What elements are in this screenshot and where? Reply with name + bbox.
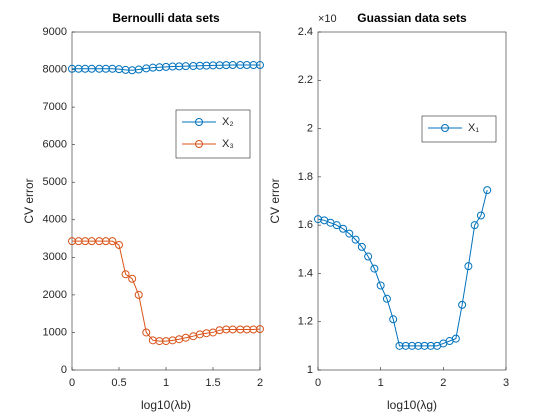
data-point xyxy=(339,224,348,233)
axes-background xyxy=(317,31,507,371)
x-tick-label: 0 xyxy=(315,377,321,389)
data-point xyxy=(134,290,143,299)
data-point xyxy=(256,325,264,334)
data-point xyxy=(389,315,398,324)
data-point xyxy=(128,274,137,283)
data-point xyxy=(121,270,130,279)
data-point xyxy=(351,235,360,244)
data-point xyxy=(483,186,492,195)
data-point xyxy=(181,333,190,342)
y-tick-label: 2000 xyxy=(43,289,67,301)
y-tick-label: 2.2 xyxy=(298,74,313,86)
y-tick-label: 7000 xyxy=(43,101,67,113)
y-tick-label: 9000 xyxy=(43,26,67,38)
axes-background xyxy=(71,31,261,371)
data-point xyxy=(142,328,151,337)
data-point xyxy=(228,325,237,334)
x-tick-label: 1 xyxy=(163,377,169,389)
y-tick-label: 2.4 xyxy=(298,26,313,38)
data-point xyxy=(134,65,143,74)
data-point xyxy=(87,237,96,246)
legend-label: X₂ xyxy=(222,116,234,128)
x-tick-label: 0.5 xyxy=(111,377,126,389)
series-line xyxy=(72,64,260,71)
data-point xyxy=(458,300,467,309)
y-axis-label: CV error xyxy=(268,178,282,223)
data-point xyxy=(370,264,379,273)
x-tick-label: 2 xyxy=(257,377,263,389)
y-tick-label: 4000 xyxy=(43,214,67,226)
data-point xyxy=(364,252,373,261)
y-tick-label: 0 xyxy=(61,364,67,376)
data-point xyxy=(108,237,117,246)
y-tick-label: 2 xyxy=(307,122,313,134)
y-tick-label: 1.6 xyxy=(298,219,313,231)
data-point xyxy=(464,262,473,271)
legend-marker xyxy=(195,140,203,148)
data-point xyxy=(382,294,391,303)
y-tick-label: 8000 xyxy=(43,63,67,75)
x-tick-label: 1 xyxy=(378,377,384,389)
data-point xyxy=(376,281,385,290)
x-tick-label: 1.5 xyxy=(205,377,220,389)
y-tick-label: 6000 xyxy=(43,139,67,151)
data-point xyxy=(332,221,341,230)
data-point xyxy=(451,334,460,343)
data-point xyxy=(345,229,354,238)
data-point xyxy=(87,64,96,73)
data-point xyxy=(314,215,322,224)
y-tick-label: 3000 xyxy=(43,251,67,263)
y-axis-label: CV error xyxy=(22,178,36,223)
chart-title: Guassian data sets xyxy=(357,11,467,25)
chart-title: Bernoulli data sets xyxy=(112,11,220,25)
data-point xyxy=(256,61,264,70)
data-point xyxy=(395,341,404,350)
x-tick-label: 3 xyxy=(503,377,509,389)
y-tick-label: 1.4 xyxy=(298,267,313,279)
x-axis-label: log10(λb) xyxy=(141,398,191,412)
y-tick-label: 1.2 xyxy=(298,316,313,328)
data-point xyxy=(470,221,479,230)
y-offset-label: ×10 xyxy=(318,13,337,25)
legend-box xyxy=(421,115,497,143)
data-point xyxy=(401,341,410,350)
data-point xyxy=(414,341,423,350)
legend-label: X₁ xyxy=(468,122,479,134)
x-tick-label: 2 xyxy=(440,377,446,389)
legend-marker xyxy=(195,118,203,126)
x-tick-label: 0 xyxy=(69,377,75,389)
series-line xyxy=(72,240,261,342)
y-tick-label: 1.8 xyxy=(298,171,313,183)
legend-marker xyxy=(441,124,449,132)
data-point xyxy=(426,341,435,350)
data-point xyxy=(115,240,123,249)
y-tick-label: 1000 xyxy=(43,326,67,338)
x-axis-label: log10(λg) xyxy=(387,398,437,412)
data-point xyxy=(420,341,429,350)
data-point xyxy=(476,211,485,220)
data-point xyxy=(181,62,190,71)
legend-label: X₃ xyxy=(222,138,234,150)
data-point xyxy=(357,242,366,251)
y-tick-label: 5000 xyxy=(43,176,67,188)
y-tick-label: 1 xyxy=(307,364,313,376)
data-point xyxy=(408,341,416,350)
legend-box xyxy=(175,109,251,159)
data-point xyxy=(228,61,237,70)
